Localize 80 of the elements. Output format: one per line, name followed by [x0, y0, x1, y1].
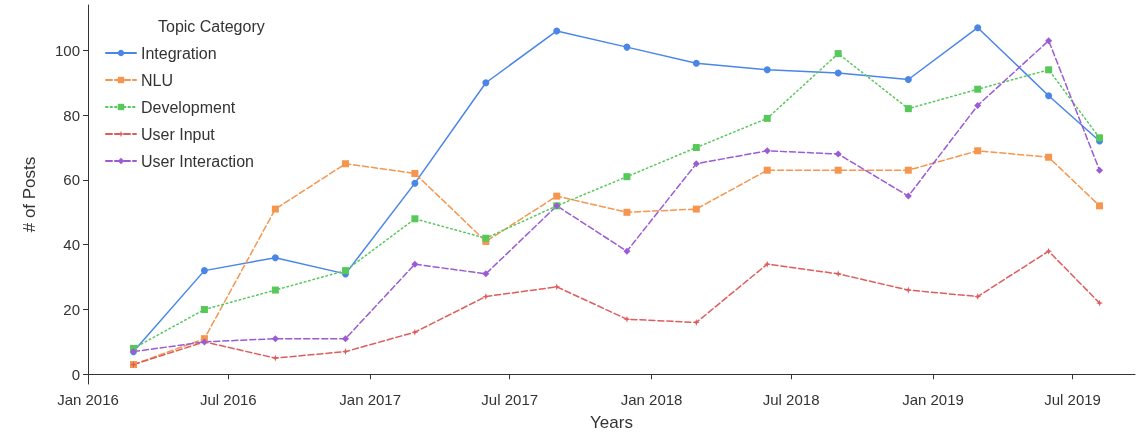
- point: [974, 293, 982, 301]
- point: [1045, 66, 1053, 74]
- legend-label: NLU: [141, 71, 174, 89]
- point: [974, 147, 982, 155]
- point: [200, 306, 208, 313]
- point: [553, 192, 561, 200]
- point: [1096, 299, 1104, 307]
- point: [482, 79, 490, 87]
- x-tick-label: Jan 2017: [339, 391, 402, 408]
- point: [342, 335, 350, 343]
- point: [623, 315, 631, 323]
- y-tick-label: 0: [71, 365, 80, 383]
- point: [834, 166, 842, 174]
- point: [763, 66, 771, 74]
- point: [692, 160, 700, 168]
- x-tick-label: Jul 2019: [1044, 391, 1101, 408]
- point: [692, 144, 700, 152]
- point: [763, 260, 771, 268]
- point: [411, 215, 419, 223]
- point: [623, 43, 631, 51]
- point: [553, 27, 561, 35]
- point: [271, 254, 279, 262]
- legend-label: User Interaction: [141, 152, 254, 170]
- point: [1045, 247, 1053, 255]
- point: [904, 105, 912, 113]
- point: [1045, 92, 1053, 100]
- point: [411, 179, 419, 187]
- legend-label: Integration: [141, 44, 217, 62]
- point: [1045, 153, 1053, 161]
- x-tick-label: Jan 2019: [902, 391, 964, 408]
- x-axis-title: Years: [590, 413, 633, 432]
- point: [763, 166, 771, 174]
- point: [200, 267, 208, 275]
- point: [974, 85, 982, 93]
- point: [974, 101, 982, 109]
- point: [271, 205, 279, 213]
- y-tick-label: 100: [54, 41, 80, 59]
- point: [411, 260, 419, 268]
- x-tick-label: Jan 2016: [57, 391, 119, 408]
- point: [834, 270, 842, 278]
- point: [904, 166, 912, 174]
- legend-label: Development: [141, 98, 236, 116]
- point: [623, 173, 631, 181]
- point: [342, 348, 350, 356]
- x-tick-label: Jan 2018: [620, 391, 683, 408]
- point: [834, 150, 842, 158]
- point: [692, 318, 700, 326]
- point: [482, 293, 490, 301]
- y-tick-label: 40: [63, 236, 80, 254]
- point: [271, 286, 279, 294]
- y-tick-label: 20: [63, 301, 80, 318]
- point: [904, 192, 912, 200]
- x-tick-label: Jul 2016: [199, 391, 257, 408]
- point: [974, 24, 982, 32]
- legend-label: User Input: [141, 125, 216, 143]
- point: [553, 283, 561, 291]
- point: [623, 208, 631, 216]
- x-tick-label: Jul 2018: [762, 391, 820, 408]
- point: [904, 76, 912, 83]
- point: [1096, 166, 1104, 174]
- y-tick-label: 60: [63, 171, 80, 189]
- legend-title: Topic Category: [158, 17, 265, 35]
- point: [411, 328, 419, 336]
- y-tick-label: 80: [63, 106, 80, 124]
- point: [411, 169, 419, 177]
- point: [763, 114, 771, 122]
- point: [271, 354, 279, 362]
- point: [763, 147, 771, 155]
- point: [904, 286, 912, 294]
- point: [271, 335, 279, 343]
- point: [1096, 202, 1104, 210]
- point: [623, 247, 631, 255]
- point: [692, 59, 700, 67]
- point: [482, 270, 490, 278]
- y-axis-title: # of Posts: [20, 156, 39, 233]
- x-tick-label: Jul 2017: [481, 391, 539, 408]
- point: [692, 205, 700, 213]
- point: [834, 50, 842, 58]
- point: [1045, 37, 1053, 45]
- point: [342, 160, 350, 168]
